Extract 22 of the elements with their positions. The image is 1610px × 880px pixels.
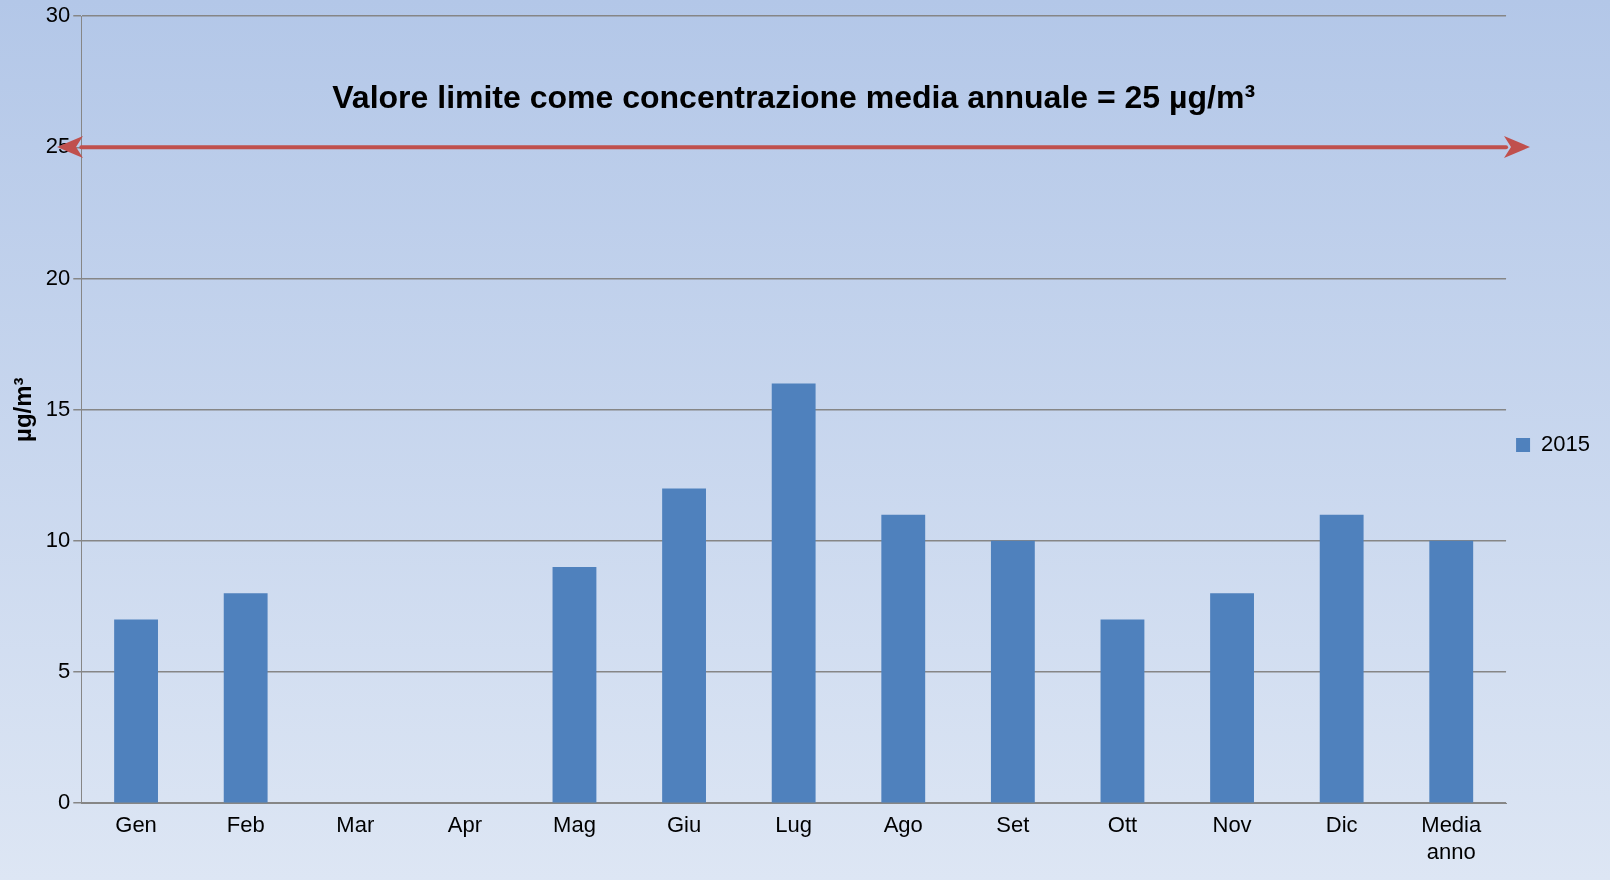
x-tick-label: Apr — [447, 812, 482, 838]
x-tick-label: Nov — [1212, 812, 1252, 838]
x-tick-label: Dic — [1325, 812, 1358, 838]
x-tick-label: Mag — [553, 812, 596, 838]
x-tick-label: Mar — [336, 812, 375, 838]
x-tick-label: Ago — [883, 812, 923, 838]
y-tick-label: 30 — [45, 2, 71, 28]
legend-label: 2015 — [1541, 431, 1591, 457]
y-tick-label: 10 — [45, 526, 71, 552]
x-tick-label: Lug — [775, 812, 813, 838]
x-tick-label: Media anno — [1421, 812, 1482, 864]
y-tick-label: 5 — [58, 658, 71, 684]
y-axis-title: µg/m³ — [9, 377, 37, 442]
y-tick-label: 15 — [45, 395, 71, 421]
y-tick-label: 20 — [45, 264, 71, 290]
ref-line-label: Valore limite come concentrazione media annuale = 25 µg/m³ — [332, 79, 1256, 116]
x-tick-label: Feb — [226, 812, 265, 838]
x-tick-label: Ott — [1107, 812, 1138, 838]
x-tick-label: Set — [996, 812, 1030, 838]
y-tick-label: 0 — [58, 789, 71, 815]
x-tick-label: Gen — [115, 812, 157, 838]
x-tick-label: Giu — [666, 812, 702, 838]
